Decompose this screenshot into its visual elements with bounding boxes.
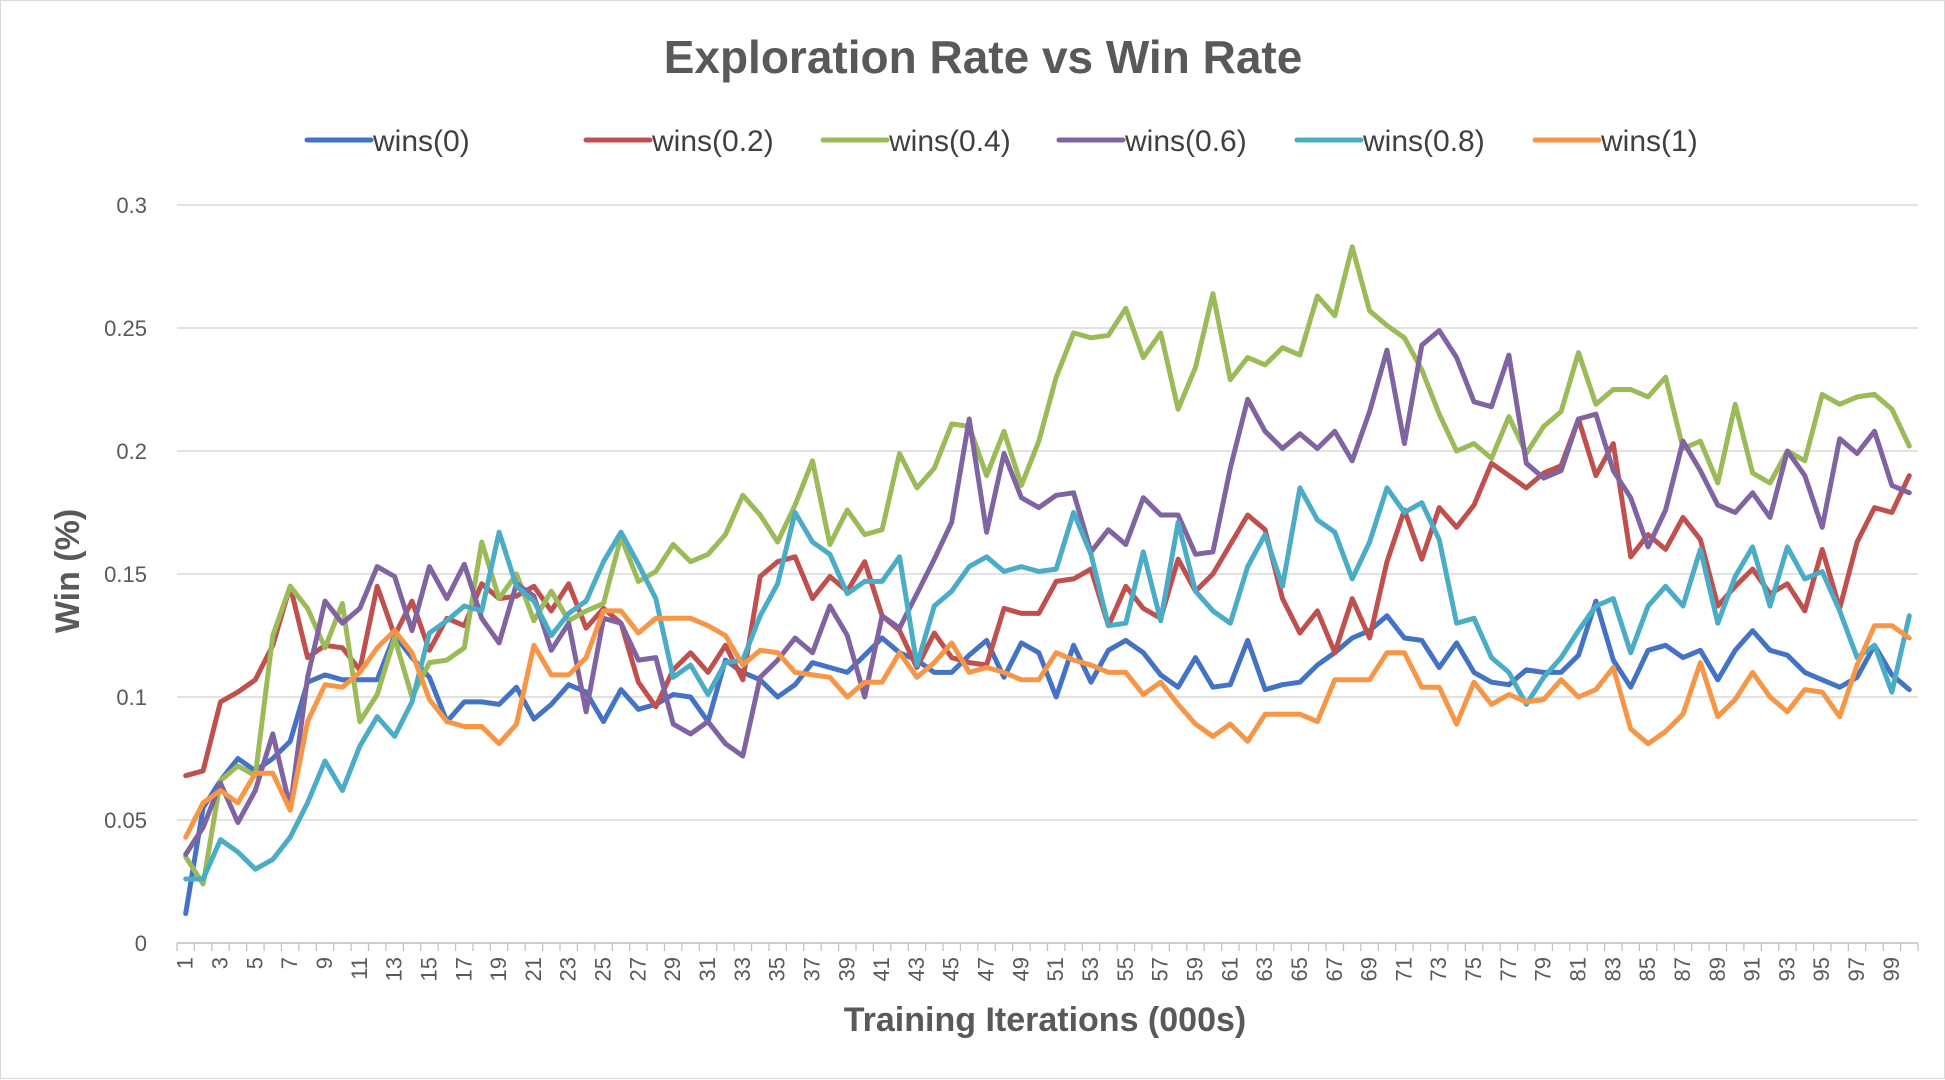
x-tick-label: 43 [904,957,929,981]
y-tick-label: 0.2 [116,439,147,464]
x-tick-label: 17 [451,957,476,981]
legend-label: wins(1) [1600,125,1698,158]
series-group [183,244,1912,916]
x-tick-label: 33 [730,957,755,981]
y-tick-label: 0.1 [116,685,147,710]
x-tick-label: 73 [1426,957,1451,981]
x-tick-label: 27 [625,957,650,981]
x-tick-label: 37 [799,957,824,981]
y-tick-label: 0.3 [116,193,147,218]
x-tick-label: 31 [695,957,720,981]
x-tick-label: 59 [1182,957,1207,981]
gridlines [177,204,1918,821]
legend-label: wins(0) [372,125,470,158]
y-tick-label: 0.05 [104,808,147,833]
x-tick-label: 23 [556,957,581,981]
series-line-wins(0.6) [183,328,1912,857]
x-tick-label: 45 [939,957,964,981]
x-tick-label: 35 [765,957,790,981]
legend: wins(0) wins(0.2) wins(0.4) wins(0.6) wins(0… [304,125,1698,158]
x-tick-label: 3 [208,957,233,969]
x-tick-label: 75 [1461,957,1486,981]
x-tick-label: 91 [1740,957,1765,981]
legend-label: wins(0.8) [1362,125,1485,158]
x-tick-label: 71 [1391,957,1416,981]
x-tick-label: 81 [1566,957,1591,981]
x-tick-label: 65 [1287,957,1312,981]
series-line-wins(1) [183,608,1912,840]
y-tick-label: 0 [135,931,147,956]
x-tick-label: 79 [1531,957,1556,981]
x-tick-label: 21 [521,957,546,981]
x-tick-label: 63 [1252,957,1277,981]
series-line-wins(0) [183,598,1912,916]
x-tick-label: 25 [591,957,616,981]
x-tick-label: 51 [1043,957,1068,981]
x-axis-title: Training Iterations (000s) [844,1001,1246,1039]
x-tick-label: 7 [277,957,302,969]
x-tick-label: 41 [869,957,894,981]
series-line-wins(0.4) [183,244,1912,887]
x-tick-label: 61 [1217,957,1242,981]
x-tick-label: 69 [1357,957,1382,981]
x-tick-label: 97 [1844,957,1869,981]
x-tick-label: 87 [1670,957,1695,981]
x-tick-label: 95 [1809,957,1834,981]
x-axis-ticks: 1 3 5 7 9 11 13 15 17 19 21 23 25 27 29 31 33 35 37 39 41 43 4… [173,957,1904,981]
x-tick-label: 93 [1774,957,1799,981]
x-tick-label: 15 [416,957,441,981]
x-tick-label: 57 [1148,957,1173,981]
chart-title: Exploration Rate vs Win Rate [664,31,1303,83]
x-tick-label: 83 [1600,957,1625,981]
x-tick-label: 29 [660,957,685,981]
y-axis-ticks: 0 0.05 0.1 0.15 0.2 0.25 0.3 [104,193,147,956]
legend-label: wins(0.4) [888,125,1011,158]
x-tick-label: 9 [312,957,337,969]
series-line-wins(0.8) [183,485,1912,882]
x-tick-label: 49 [1008,957,1033,981]
x-tick-label: 55 [1113,957,1138,981]
x-axis [176,942,1919,951]
legend-label: wins(0.2) [651,125,774,158]
y-tick-label: 0.15 [104,562,147,587]
x-tick-label: 99 [1879,957,1904,981]
y-axis-title: Win (%) [49,509,87,633]
x-tick-label: 77 [1496,957,1521,981]
x-tick-label: 53 [1078,957,1103,981]
x-tick-label: 39 [834,957,859,981]
x-tick-label: 11 [347,957,372,980]
x-tick-label: 5 [242,957,267,969]
x-tick-label: 13 [382,957,407,981]
x-tick-label: 47 [974,957,999,981]
x-tick-label: 89 [1705,957,1730,981]
x-tick-label: 67 [1322,957,1347,981]
x-tick-label: 85 [1635,957,1660,981]
x-tick-label: 1 [173,957,198,969]
x-tick-label: 19 [486,957,511,981]
y-tick-label: 0.25 [104,316,147,341]
legend-label: wins(0.6) [1124,125,1247,158]
